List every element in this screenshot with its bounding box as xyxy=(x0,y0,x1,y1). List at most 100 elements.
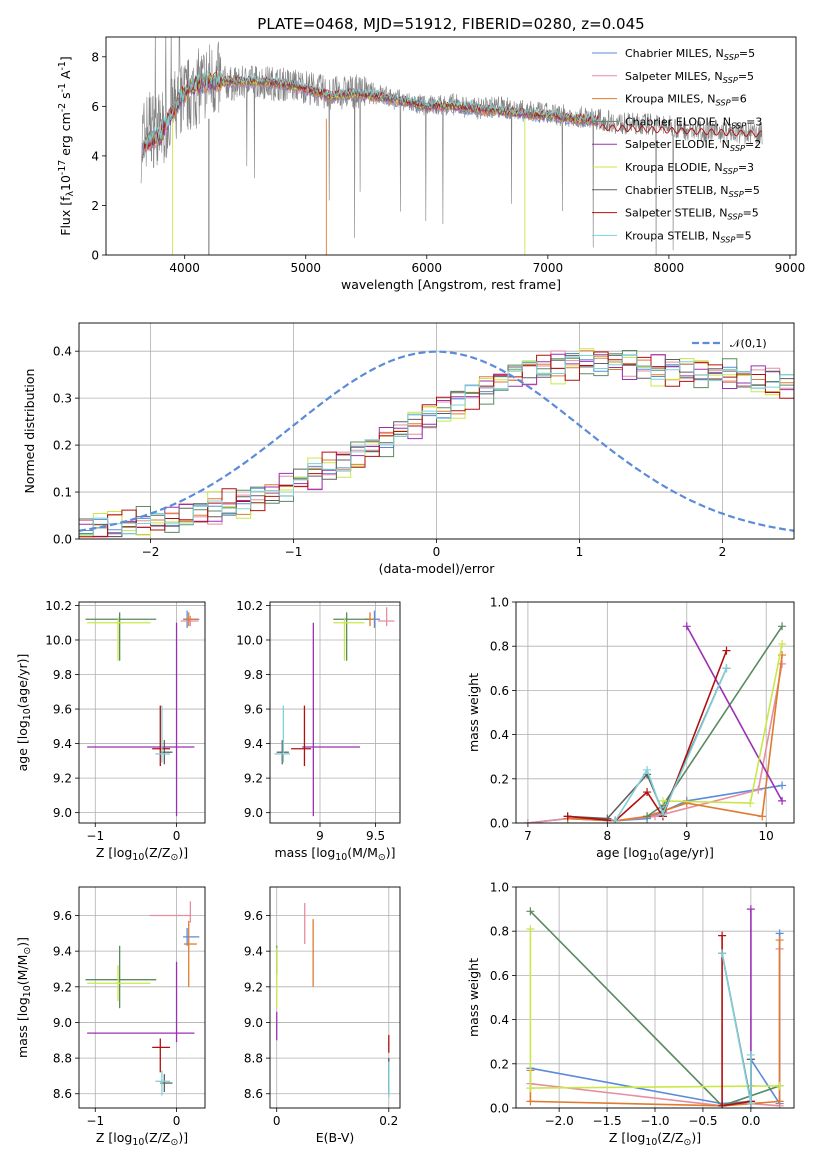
errorbar-kroupa-stelib xyxy=(274,705,290,763)
y-axis-label: Normed distribution xyxy=(22,369,37,494)
weight-line xyxy=(567,654,783,822)
y-tick-label: 9.8 xyxy=(53,668,72,682)
y-tick-label: 9.0 xyxy=(244,1016,263,1030)
errorbar-kroupa-stelib xyxy=(155,1070,171,1096)
weight-marker xyxy=(778,639,787,648)
x-tick-label: 1 xyxy=(576,545,584,559)
weight-series-kroupa-miles xyxy=(563,651,787,823)
y-tick-label: 10.0 xyxy=(236,633,263,647)
x-tick-label: 0.0 xyxy=(741,1114,760,1128)
weight-marker xyxy=(746,1099,755,1108)
y-tick-label: 9.6 xyxy=(53,703,72,717)
x-tick-label: 2 xyxy=(719,545,727,559)
weight-marker xyxy=(746,905,755,914)
legend: Chabrier MILES, NSSP=5 Salpeter MILES, NS… xyxy=(592,47,762,244)
weight-marker xyxy=(775,1081,784,1090)
x-tick-label: 0.2 xyxy=(379,1114,398,1128)
weight-marker xyxy=(778,781,787,790)
axes-frame xyxy=(78,886,206,1109)
y-tick-label: 10.2 xyxy=(236,599,263,613)
weight-marker xyxy=(775,1097,784,1106)
weight-marker xyxy=(526,907,535,916)
plot-area-weight_vs_age xyxy=(523,622,787,823)
errorbar-kroupa-elodie xyxy=(87,617,151,661)
y-tick-label: 0.6 xyxy=(490,684,509,698)
axes-age_vs_mass: 9 9.5 9.0 9.2 9.4 9.6 9.8 10.0 10.2 mass [log10(M… xyxy=(236,599,401,863)
x-tick-label: 9 xyxy=(683,829,691,843)
weight-marker xyxy=(778,622,787,631)
weight-line xyxy=(686,625,783,802)
errorbar-salpeter-stelib xyxy=(152,1038,171,1073)
weight-marker xyxy=(778,796,787,805)
hist-salpeter-stelib xyxy=(79,351,794,538)
x-tick-label: 9.5 xyxy=(366,829,385,843)
weight-marker xyxy=(643,812,652,821)
errorbar-chabrier-miles xyxy=(183,927,200,946)
x-tick-label: 4000 xyxy=(169,261,200,275)
y-tick-label: 9.0 xyxy=(53,1016,72,1030)
weight-marker xyxy=(746,1050,755,1059)
weight-marker xyxy=(523,819,532,823)
x-tick-label: 0 xyxy=(173,1114,181,1128)
weight-marker xyxy=(611,816,620,823)
y-tick-label: 0.2 xyxy=(53,439,72,453)
x-tick-label: 8000 xyxy=(654,261,685,275)
errorbar-salpeter-stelib xyxy=(388,1034,390,1053)
y-tick-label: 0.1 xyxy=(53,486,72,500)
y-tick-label: 8.8 xyxy=(244,1052,263,1066)
weight-marker xyxy=(722,646,731,655)
axes-spectrum: 4000 5000 6000 7000 8000 9000 0 2 4 6 8 wavelength … xyxy=(57,15,805,292)
weight-series-salpeter-miles xyxy=(523,659,787,823)
weight-marker xyxy=(722,664,731,673)
legend-label: Chabrier MILES, NSSP=5 xyxy=(625,47,755,62)
errorbar-salpeter-stelib xyxy=(152,705,171,767)
errorbar-salpeter-miles xyxy=(304,903,306,945)
x-tick-label: 9000 xyxy=(775,261,806,275)
errorbar-salpeter-miles xyxy=(377,607,395,627)
weight-series-kroupa-stelib xyxy=(718,949,755,1108)
y-tick-label: 0.6 xyxy=(490,969,509,983)
errorbar-kroupa-stelib xyxy=(388,1061,390,1098)
y-tick-label: 9.6 xyxy=(244,703,263,717)
x-tick-label: −1 xyxy=(86,829,104,843)
model-line-chabrier-miles xyxy=(141,75,599,163)
x-tick-label: −2 xyxy=(142,545,160,559)
errorbar-salpeter-elodie xyxy=(87,961,195,1043)
hist-kroupa-stelib xyxy=(79,354,794,535)
x-tick-label: 7 xyxy=(524,829,532,843)
y-tick-label: 0.8 xyxy=(490,640,509,654)
y-tick-label: 1.0 xyxy=(490,596,509,610)
y-tick-label: 1.0 xyxy=(490,881,509,895)
y-tick-label: 6 xyxy=(91,100,99,114)
weight-line xyxy=(529,940,781,1107)
y-tick-label: 0.0 xyxy=(53,533,72,547)
y-tick-label: 8.8 xyxy=(53,1052,72,1066)
y-axis-label: age [log10(age/yr)] xyxy=(15,654,33,772)
x-axis-label: Z [log10(Z/Z⊙)] xyxy=(96,1130,188,1148)
weight-marker xyxy=(526,1084,535,1093)
weight-marker xyxy=(775,936,784,945)
y-tick-label: 9.0 xyxy=(53,806,72,820)
weight-marker xyxy=(603,814,612,823)
x-axis-label: E(B-V) xyxy=(316,1130,355,1145)
legend-label: Salpeter ELODIE, NSSP=2 xyxy=(625,138,761,153)
model-line-salpeter-miles xyxy=(141,77,599,162)
x-tick-label: 6000 xyxy=(412,261,443,275)
chart-title: PLATE=0468, MJD=51912, FIBERID=0280, z=0… xyxy=(257,15,644,33)
errorbar-kroupa-stelib xyxy=(155,705,171,763)
weight-line xyxy=(721,953,752,1104)
weight-series-kroupa-elodie xyxy=(526,924,784,1093)
y-axis-label: mass weight xyxy=(466,958,481,1037)
y-tick-label: 9.4 xyxy=(53,945,72,959)
y-tick-label: 9.0 xyxy=(244,806,263,820)
errorbar-salpeter-miles xyxy=(180,615,199,627)
axes-frame xyxy=(269,601,401,824)
y-tick-label: 10.0 xyxy=(45,633,72,647)
y-tick-label: 9.4 xyxy=(244,945,263,959)
errorbar-chabrier-elodie xyxy=(85,612,157,661)
axes-frame xyxy=(269,886,401,1109)
x-axis-label: (data-model)/error xyxy=(379,561,496,576)
y-tick-label: 9.2 xyxy=(53,980,72,994)
axes-mass_vs_Z: −1 0 8.6 8.8 9.0 9.2 9.4 9.6 Z [log10(Z/Z⊙)] mass… xyxy=(15,886,206,1148)
x-tick-label: −2.0 xyxy=(545,1114,574,1128)
